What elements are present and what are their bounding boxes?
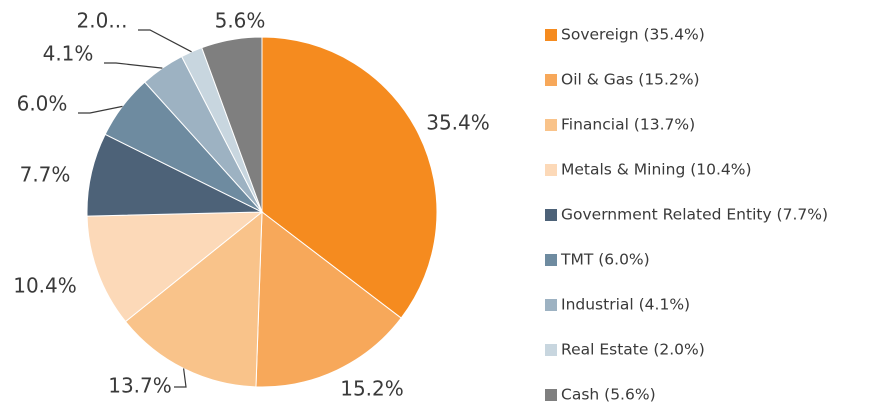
legend-label: Government Related Entity (7.7%) — [561, 206, 828, 224]
legend-swatch — [545, 119, 557, 131]
leader-line — [78, 105, 123, 114]
legend-label: Sovereign (35.4%) — [561, 26, 705, 44]
legend-swatch — [545, 209, 557, 221]
data-label: 6.0% — [17, 92, 68, 116]
data-label: 4.1% — [43, 42, 94, 66]
legend-label: Industrial (4.1%) — [561, 296, 690, 314]
leader-line — [104, 62, 163, 69]
legend-label: Cash (5.6%) — [561, 386, 656, 403]
legend-swatch — [545, 389, 557, 401]
legend-label: TMT (6.0%) — [560, 251, 650, 269]
data-label: 35.4% — [426, 111, 490, 135]
legend-swatch — [545, 29, 557, 41]
data-label: 15.2% — [340, 377, 404, 401]
pie-slice — [255, 211, 402, 388]
data-label: 10.4% — [13, 274, 77, 298]
legend-label: Financial (13.7%) — [561, 116, 695, 134]
data-label: 2.0... — [77, 9, 128, 33]
legend-swatch — [545, 164, 557, 176]
legend-swatch — [545, 254, 557, 266]
pie-slice — [86, 211, 264, 323]
pie-slice — [261, 36, 438, 319]
legend-label: Oil & Gas (15.2%) — [561, 71, 700, 89]
data-label: 7.7% — [20, 163, 71, 187]
leader-line — [138, 29, 192, 53]
legend-swatch — [545, 74, 557, 86]
pie-slice — [201, 36, 263, 213]
data-label: 5.6% — [215, 9, 266, 33]
legend-swatch — [545, 299, 557, 311]
legend-label: Metals & Mining (10.4%) — [561, 161, 752, 179]
leader-line — [174, 368, 187, 388]
data-label: 13.7% — [108, 374, 172, 398]
legend-swatch — [545, 344, 557, 356]
legend-label: Real Estate (2.0%) — [561, 341, 705, 359]
